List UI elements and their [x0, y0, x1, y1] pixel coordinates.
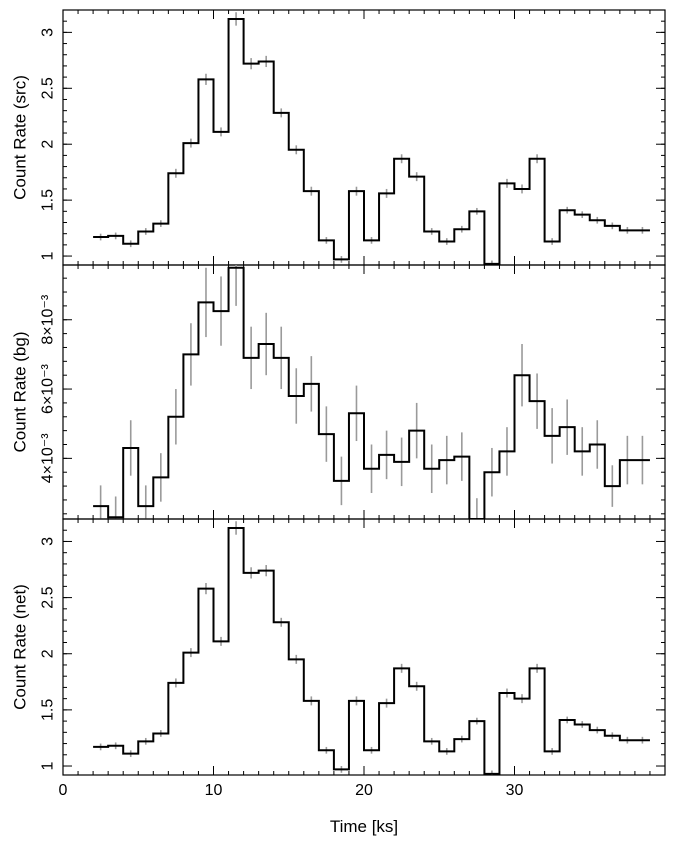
y-tick-label: 4×10⁻³: [40, 433, 57, 483]
panel-net: 1 1.5 2 2.5 3 Count Rate (net) 0 10 20 30: [11, 518, 666, 799]
y-axis-title: Count Rate (net): [11, 584, 30, 710]
y-tick-label: 1: [40, 252, 57, 261]
x-tick-label: 10: [205, 782, 223, 799]
panel-bg: 4×10⁻³ 6×10⁻³ 8×10⁻³ Count Rate (bg): [11, 264, 666, 520]
step-line: [93, 266, 650, 519]
series-src: [93, 12, 650, 265]
y-tick-label: 8×10⁻³: [40, 294, 57, 344]
y-tick-label: 3: [40, 28, 57, 37]
step-line: [93, 17, 650, 265]
series-net: [93, 521, 650, 775]
x-axis-title: Time [ks]: [330, 817, 398, 836]
y-tick-label: 3: [40, 537, 57, 546]
series-bg: [93, 265, 650, 519]
y-tick-label: 6×10⁻³: [40, 363, 57, 413]
y-tick-label: 1.5: [40, 699, 57, 721]
y-tick-label: 2.5: [40, 586, 57, 608]
y-tick-label: 2: [40, 649, 57, 658]
y-axis-title: Count Rate (src): [11, 75, 30, 200]
step-line: [93, 526, 650, 775]
x-tick-label: 0: [59, 782, 68, 799]
x-tick-label: 20: [355, 782, 373, 799]
x-tick-label: 30: [506, 782, 524, 799]
y-tick-label: 2.5: [40, 77, 57, 99]
y-tick-label: 2: [40, 140, 57, 149]
y-tick-label: 1: [40, 761, 57, 770]
y-tick-label: 1.5: [40, 189, 57, 211]
y-axis-title: Count Rate (bg): [11, 332, 30, 453]
panel-src: 1 1.5 2 2.5 3 Count Rate (src): [11, 9, 666, 266]
